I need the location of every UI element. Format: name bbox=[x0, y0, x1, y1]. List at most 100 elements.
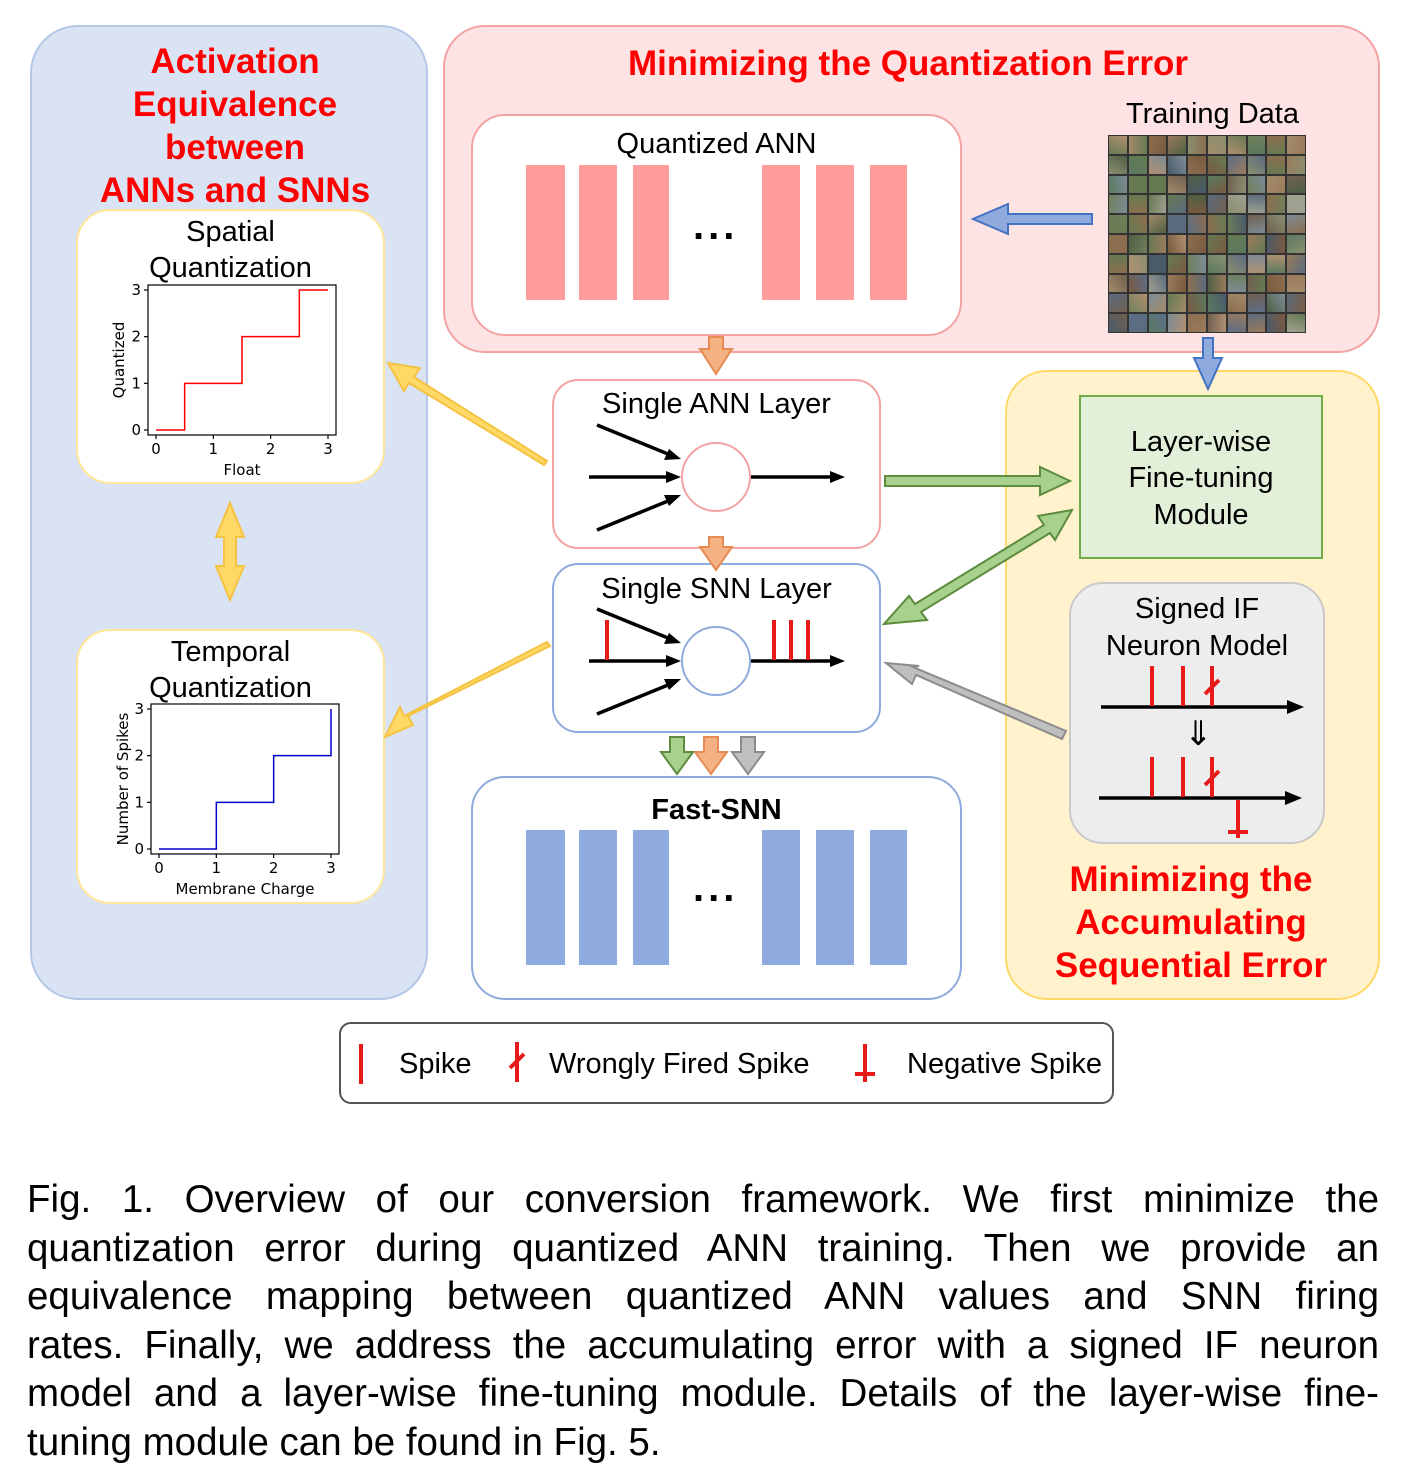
x-axis-label: Membrane Charge bbox=[176, 880, 315, 898]
step-line bbox=[156, 289, 328, 431]
training-image-thumbnail bbox=[1267, 254, 1286, 273]
data-to-finetune-arrow bbox=[1192, 337, 1224, 392]
training-image-thumbnail bbox=[1227, 294, 1246, 313]
ann-layer-bar bbox=[633, 165, 669, 300]
training-image-thumbnail bbox=[1267, 215, 1286, 233]
training-image-thumbnail bbox=[1287, 235, 1305, 253]
training-image-thumbnail bbox=[1247, 294, 1266, 313]
spatial-title-line-2: Quantization bbox=[149, 252, 312, 284]
training-image-thumbnail bbox=[1128, 294, 1147, 313]
snn-to-fast-snn-arrow-gray bbox=[730, 736, 766, 776]
ann-to-single-ann-arrow bbox=[698, 336, 734, 376]
ann-arrowheads bbox=[664, 449, 845, 506]
snn-neuron-icon bbox=[681, 626, 751, 696]
training-image-thumbnail bbox=[1247, 136, 1266, 154]
training-image-thumbnail bbox=[1148, 136, 1167, 154]
legend-spike-label: Spike bbox=[399, 1048, 472, 1080]
x-axis-label: Float bbox=[223, 461, 260, 479]
training-image-thumbnail bbox=[1227, 254, 1246, 273]
signed-if-neuron-model-box: Signed IF Neuron Model ⇓ bbox=[1069, 582, 1325, 844]
training-image-thumbnail bbox=[1188, 195, 1206, 214]
snn-layer-bar bbox=[633, 830, 669, 965]
training-image-thumbnail bbox=[1148, 175, 1167, 194]
training-image-thumbnail bbox=[1227, 136, 1246, 154]
training-image-thumbnail bbox=[1267, 274, 1286, 293]
training-image-thumbnail bbox=[1168, 136, 1187, 154]
training-image-thumbnail bbox=[1188, 175, 1206, 194]
training-image-thumbnail bbox=[1208, 136, 1226, 154]
training-image-thumbnail bbox=[1227, 175, 1246, 194]
training-image-thumbnail bbox=[1247, 274, 1266, 293]
legend-markers bbox=[359, 1042, 875, 1084]
temporal-quantization-chart: 0 1 2 3 0 1 2 3 Membrane Charge Number of Spikes bbox=[114, 700, 340, 898]
training-image-thumbnail bbox=[1109, 136, 1127, 154]
training-image-thumbnail bbox=[1287, 294, 1305, 313]
training-image-thumbnail bbox=[1247, 254, 1266, 273]
data-to-ann-arrow bbox=[970, 202, 1093, 236]
x-tick-label: 2 bbox=[266, 440, 276, 458]
temporal-title-line-1: Temporal bbox=[170, 636, 291, 668]
activation-title-line-2: Equivalence bbox=[132, 85, 338, 124]
transform-arrow-icon: ⇓ bbox=[1184, 715, 1213, 753]
training-image-thumbnail bbox=[1168, 175, 1187, 194]
activation-title-line-1: Activation bbox=[150, 42, 320, 81]
training-image-thumbnail bbox=[1188, 215, 1206, 233]
y-tick-label: 3 bbox=[134, 700, 144, 718]
x-tick-label: 0 bbox=[151, 440, 161, 458]
training-image-thumbnail bbox=[1148, 274, 1167, 293]
training-image-thumbnail bbox=[1287, 175, 1305, 194]
training-image-thumbnail bbox=[1208, 215, 1226, 233]
training-image-thumbnail bbox=[1267, 314, 1286, 332]
spatial-quantization-chart: 0 1 2 3 0 1 2 3 Float Quantized bbox=[110, 281, 337, 479]
training-image-thumbnail bbox=[1128, 235, 1147, 253]
training-image-thumbnail bbox=[1148, 294, 1167, 313]
x-tick-label: 1 bbox=[209, 440, 219, 458]
snn-to-temporal-arrow bbox=[382, 640, 552, 739]
training-image-thumbnail bbox=[1109, 195, 1127, 214]
training-image-thumbnail bbox=[1287, 215, 1305, 233]
training-image-thumbnail bbox=[1227, 314, 1246, 332]
y-tick-label: 3 bbox=[131, 281, 141, 299]
training-image-thumbnail bbox=[1247, 155, 1266, 174]
signed-if-spike-trains bbox=[1099, 666, 1304, 838]
y-tick-label: 0 bbox=[134, 840, 144, 858]
snn-to-fast-snn-arrow-orange bbox=[693, 736, 729, 776]
training-image-thumbnail bbox=[1247, 215, 1266, 233]
training-image-thumbnail bbox=[1267, 155, 1286, 174]
training-image-thumbnail bbox=[1247, 235, 1266, 253]
training-image-grid bbox=[1108, 135, 1306, 333]
training-image-thumbnail bbox=[1168, 274, 1187, 293]
training-image-thumbnail bbox=[1109, 175, 1127, 194]
training-image-thumbnail bbox=[1148, 314, 1167, 332]
training-image-thumbnail bbox=[1227, 195, 1246, 214]
training-image-thumbnail bbox=[1128, 254, 1147, 273]
negative-spike-icon bbox=[855, 1044, 875, 1082]
training-image-thumbnail bbox=[1208, 274, 1226, 293]
training-image-thumbnail bbox=[1109, 314, 1127, 332]
step-line bbox=[159, 709, 332, 850]
gray-arrows bbox=[730, 661, 1068, 776]
y-tick-label: 1 bbox=[134, 793, 144, 811]
y-tick-label: 2 bbox=[131, 328, 141, 346]
training-image-thumbnail bbox=[1168, 215, 1187, 233]
snn-neuron-connections bbox=[589, 607, 833, 716]
training-image-thumbnail bbox=[1247, 195, 1266, 214]
quantized-ann-ellipsis: ... bbox=[693, 204, 739, 248]
training-image-thumbnail bbox=[1247, 314, 1266, 332]
training-image-thumbnail bbox=[1188, 235, 1206, 253]
snn-to-fast-snn-arrow-green bbox=[659, 736, 695, 776]
x-tick-label: 3 bbox=[326, 859, 336, 877]
training-image-thumbnail bbox=[1267, 235, 1286, 253]
activation-equivalence-title: Activation Equivalence between ANNs and … bbox=[30, 40, 440, 212]
snn-layer-bar bbox=[579, 830, 617, 965]
caption-line-3: equivalence mapping between quantized AN… bbox=[27, 1275, 1379, 1318]
yellow-arrows bbox=[214, 361, 552, 739]
training-image-thumbnail bbox=[1287, 195, 1305, 214]
activation-title-line-4: ANNs and SNNs bbox=[99, 171, 371, 210]
fast-snn-title: Fast-SNN bbox=[651, 794, 782, 826]
training-image-thumbnail bbox=[1148, 215, 1167, 233]
training-image-thumbnail bbox=[1267, 294, 1286, 313]
training-image-thumbnail bbox=[1287, 254, 1305, 273]
finetune-title-line-3: Module bbox=[1153, 499, 1249, 531]
quantization-error-title: Minimizing the Quantization Error bbox=[628, 44, 1188, 83]
